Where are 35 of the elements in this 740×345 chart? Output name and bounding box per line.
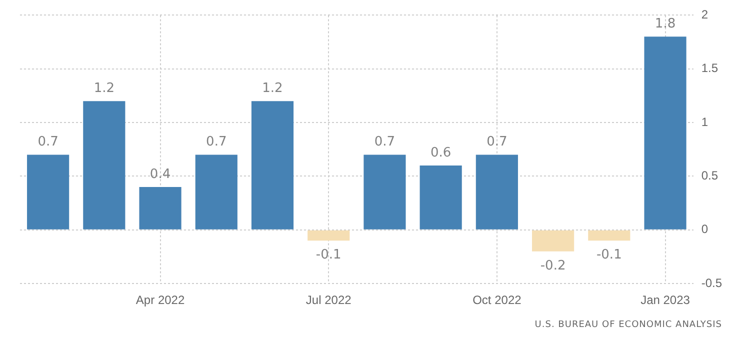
bar	[27, 154, 70, 230]
data-label: 0.7	[38, 134, 58, 150]
text: U.S. BUREAU OF ECONOMIC ANALYSIS	[534, 320, 722, 330]
x-tick-label: Oct 2022	[472, 293, 522, 308]
data-label: 1.2	[262, 80, 283, 96]
data-label: -0.2	[540, 258, 566, 274]
bar	[308, 230, 350, 241]
data-label: 0.7	[486, 134, 508, 150]
x-tick-label: Jan 2023	[640, 293, 690, 308]
y-tick-label: -0.5	[701, 276, 722, 290]
bar	[588, 230, 630, 241]
bar	[251, 101, 294, 230]
y-tick-label: 1.5	[701, 61, 718, 76]
y-tick-label: 2	[701, 8, 708, 22]
x-tick-label: Apr 2022	[136, 293, 185, 308]
x-tick-label: Jul 2022	[306, 293, 352, 308]
data-label: 0.4	[150, 166, 171, 182]
data-label: -0.1	[596, 248, 622, 263]
bar	[195, 154, 238, 230]
bar	[364, 154, 406, 230]
data-label: 1.8	[654, 16, 676, 32]
bar	[476, 154, 518, 230]
data-label: -0.1	[316, 248, 342, 263]
bar	[420, 166, 462, 230]
bar	[139, 186, 182, 230]
y-tick-label: 1	[701, 114, 708, 129]
data-label: 1.2	[94, 80, 115, 96]
data-label: 0.6	[430, 145, 452, 160]
data-label: 0.7	[374, 134, 396, 150]
data-label: 0.7	[206, 134, 227, 150]
bar	[644, 36, 686, 230]
y-tick-label: 0.5	[701, 168, 718, 183]
y-tick-label: 0	[701, 222, 708, 236]
bar	[532, 230, 574, 252]
bar	[83, 101, 126, 230]
